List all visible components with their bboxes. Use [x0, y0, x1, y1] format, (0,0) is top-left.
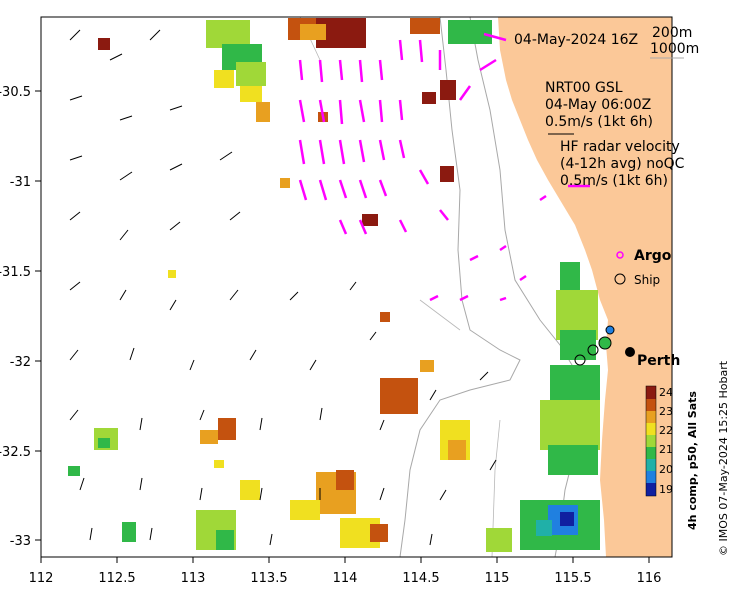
x-tick-label: 112 [29, 571, 54, 586]
argo-float [598, 336, 612, 350]
sst-patches [68, 18, 600, 552]
radar-subtitle: (4-12h avg) noQC [560, 156, 685, 172]
y-tick-label: -31 [10, 175, 31, 190]
argo-legend-label: Argo [634, 248, 672, 264]
ship-legend-label: Ship [634, 273, 660, 287]
x-tick-label: 115.5 [554, 571, 591, 586]
x-tick-label: 113.5 [250, 571, 287, 586]
argo-legend-icon [616, 251, 624, 259]
x-tick-label: 113 [181, 571, 206, 586]
perth-marker [625, 347, 635, 357]
contour-1000m [399, 16, 521, 558]
radar-currents [298, 39, 547, 302]
y-tick-label: -32.5 [0, 445, 31, 460]
x-tick-label: 114.5 [402, 571, 439, 586]
radar-scale: 0.5m/s (1kt 6h) [560, 173, 668, 189]
radar-title: HF radar velocity [560, 139, 680, 155]
ship-marker [574, 354, 586, 366]
x-tick-label: 116 [637, 571, 662, 586]
axis-ticks [35, 90, 650, 563]
y-tick-label: -33 [10, 534, 31, 549]
city-label: Perth [637, 353, 680, 369]
model-time: 04-May 06:00Z [545, 97, 651, 113]
y-tick-label: -31.5 [0, 265, 31, 280]
y-tick-label: -30.5 [0, 85, 31, 100]
map-border [40, 16, 673, 558]
credit-text: © IMOS 07-May-2024 15:25 Hobart [717, 360, 730, 556]
contour-200m [469, 16, 581, 558]
contour-label-1000m: 1000m [650, 41, 699, 57]
colorbar-tick: 23 [659, 405, 673, 418]
title-arrow [483, 32, 507, 42]
y-tick-label: -32 [10, 355, 31, 370]
land-mass [498, 17, 672, 557]
ship-marker-2 [587, 344, 599, 356]
colorbar-tick: 19 [659, 483, 673, 496]
colorbar [645, 385, 657, 497]
model-currents [69, 29, 497, 546]
colorbar-title: 4h comp, p50, All Sats [686, 391, 699, 530]
map-timestamp: 04-May-2024 16Z [514, 32, 638, 48]
x-tick-label: 114 [333, 571, 358, 586]
argo-float-2 [605, 325, 615, 335]
colorbar-tick: 20 [659, 463, 673, 476]
model-name: NRT00 GSL [545, 80, 623, 96]
colorbar-tick: 21 [659, 443, 673, 456]
x-tick-label: 115 [485, 571, 510, 586]
ship-legend-icon [614, 273, 626, 285]
colorbar-tick: 24 [659, 386, 673, 399]
contour-label-200m: 200m [652, 25, 692, 41]
x-tick-label: 112.5 [98, 571, 135, 586]
colorbar-tick: 22 [659, 424, 673, 437]
model-scale: 0.5m/s (1kt 6h) [545, 114, 653, 130]
